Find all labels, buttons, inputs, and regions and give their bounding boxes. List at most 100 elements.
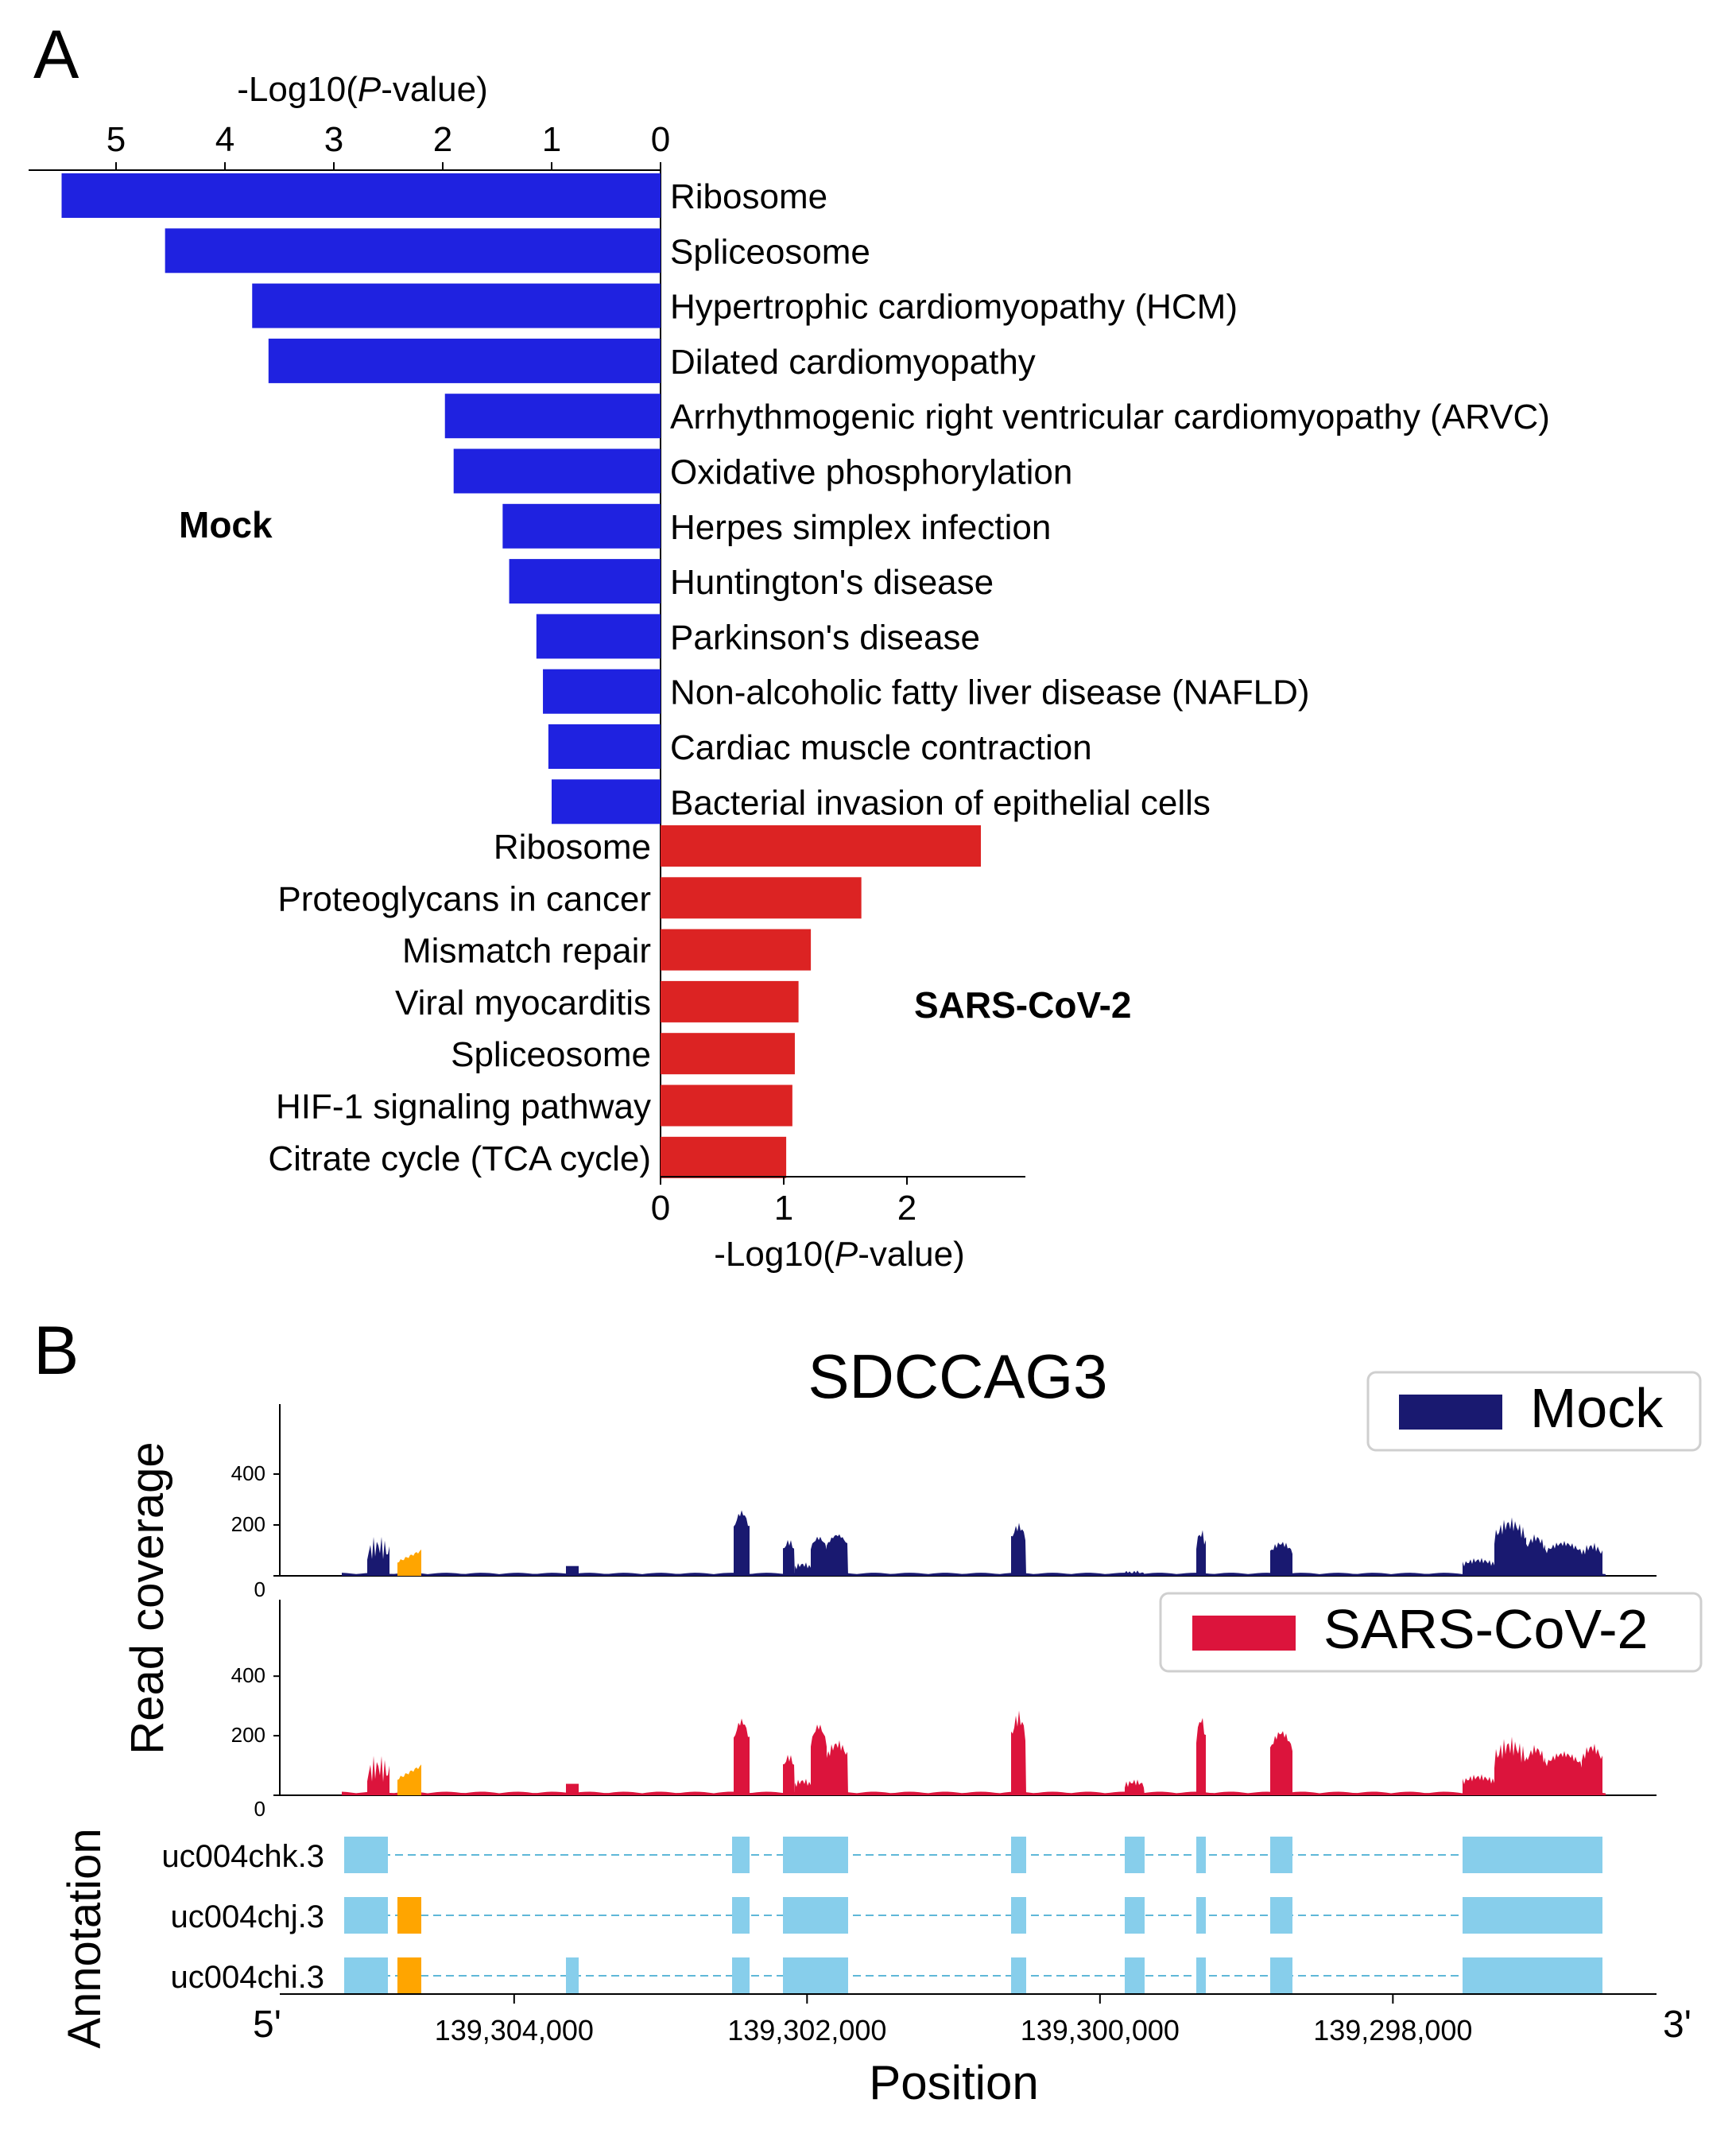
sars-coverage-track: 0 200 400 [231, 1600, 1657, 1821]
mock-category-label: Spliceosome [670, 232, 870, 271]
exon-block [344, 1957, 388, 1994]
coverage-peak [827, 1740, 848, 1795]
coverage-peak [1011, 1710, 1026, 1795]
coverage-peak [811, 1724, 827, 1795]
coverage-peak [1125, 1779, 1145, 1795]
coverage-tick-label: 200 [231, 1723, 265, 1747]
coverage-peak [1011, 1523, 1026, 1576]
exon-block [1125, 1897, 1145, 1934]
exon-block [1270, 1897, 1292, 1934]
bottom-axis-tick-label: 1 [774, 1189, 793, 1228]
sars-category-label: Spliceosome [451, 1035, 651, 1074]
coverage-peak [795, 1562, 811, 1576]
coverage-tick-label: 0 [254, 1797, 265, 1821]
bottom-axis-title: -Log10(P-value) [714, 1235, 965, 1274]
coverage-peak [827, 1534, 848, 1576]
coverage-peak [1270, 1731, 1292, 1795]
enrichment-chart: -Log10(P-value) 5 4 3 2 1 0 Ribosome Spliceoso… [29, 70, 1550, 1274]
exon-block [1545, 1957, 1602, 1994]
exon-block [1545, 1897, 1602, 1934]
sars-legend[interactable]: SARS-CoV-2 [1159, 1592, 1703, 1673]
exon-block [732, 1957, 750, 1994]
coverage-peak [1463, 1774, 1494, 1795]
coverage-peak [1494, 1517, 1526, 1576]
coverage-peak [566, 1565, 579, 1576]
mock-legend-label: Mock [1530, 1377, 1664, 1439]
mock-category-label: Oxidative phosphorylation [670, 453, 1072, 492]
coverage-tick-label: 400 [231, 1461, 265, 1485]
coverage-peak [1270, 1542, 1292, 1576]
mock-bar [509, 559, 661, 604]
coverage-peak [734, 1510, 750, 1576]
coverage-tick-label: 0 [254, 1577, 265, 1601]
exon-block [1463, 1897, 1545, 1934]
exon-block [783, 1957, 848, 1994]
exon-block [1196, 1897, 1206, 1934]
sars-bar [661, 929, 812, 971]
mock-bar [548, 724, 661, 769]
mock-group-label: Mock [179, 504, 273, 545]
three-prime-label: 3' [1663, 2004, 1691, 2046]
mock-category-label: Herpes simplex infection [670, 508, 1051, 547]
bottom-axis-tick-label: 2 [897, 1189, 916, 1228]
coverage-peak [795, 1779, 811, 1795]
exon-block [1125, 1837, 1145, 1873]
exon-block [1011, 1957, 1026, 1994]
coverage-peak [811, 1536, 827, 1576]
mock-category-label: Arrhythmogenic right ventricular cardiom… [670, 398, 1550, 436]
exon-block [783, 1897, 848, 1934]
mock-bar [502, 503, 661, 549]
exon-block [1270, 1837, 1292, 1873]
exon-block [732, 1837, 750, 1873]
sars-legend-swatch [1192, 1616, 1296, 1651]
position-tick-label: 139,298,000 [1313, 2014, 1472, 2047]
coverage-peak [1582, 1744, 1602, 1795]
mock-category-label: Non-alcoholic fatty liver disease (NAFLD… [670, 673, 1310, 712]
highlight-exon-block [397, 1957, 421, 1994]
sars-category-label: Proteoglycans in cancer [277, 879, 651, 918]
mock-bar [552, 779, 661, 824]
exon-block [1196, 1837, 1206, 1873]
coverage-peak [1545, 1541, 1582, 1576]
sars-bar [661, 1084, 792, 1127]
coverage-peak [566, 1783, 579, 1795]
exon-block [1270, 1957, 1292, 1994]
highlight-exon-coverage [397, 1549, 421, 1576]
top-axis-tick-label: 1 [542, 120, 561, 159]
mock-bar [165, 228, 661, 274]
coverage-peak [1526, 1744, 1545, 1795]
sars-bar [661, 980, 799, 1022]
exon-block [1011, 1897, 1026, 1934]
mock-bar [268, 338, 661, 383]
sars-category-label: Viral myocarditis [395, 984, 651, 1022]
mock-legend[interactable]: Mock [1366, 1371, 1702, 1452]
sars-group-label: SARS-CoV-2 [914, 984, 1131, 1026]
coverage-peak [1494, 1736, 1526, 1795]
sars-legend-label: SARS-CoV-2 [1323, 1598, 1648, 1660]
annotation-axis-title: Annotation [59, 1828, 110, 2048]
transcript-label: uc004chk.3 [161, 1839, 324, 1874]
mock-category-label: Dilated cardiomyopathy [670, 343, 1036, 382]
coverage-background [342, 1791, 1606, 1795]
sars-bar [661, 877, 862, 919]
coverage-peak [1463, 1558, 1494, 1576]
coverage-peak [367, 1756, 389, 1795]
exon-block [344, 1897, 388, 1934]
coverage-peak [1196, 1530, 1206, 1576]
coverage-tick-label: 400 [231, 1663, 265, 1687]
mock-category-label: Bacterial invasion of epithelial cells [670, 783, 1211, 822]
coverage-peak [1545, 1751, 1582, 1795]
coverage-tick-label: 200 [231, 1512, 265, 1536]
transcript-annotation: uc004chk.3 uc004chj.3 uc004chi.3 [161, 1837, 1602, 1995]
exon-block [1125, 1957, 1145, 1994]
five-prime-label: 5' [253, 2004, 281, 2046]
mock-legend-swatch [1399, 1395, 1502, 1430]
exon-block [732, 1897, 750, 1934]
top-axis-tick-label: 3 [324, 120, 343, 159]
sars-bar [661, 1136, 787, 1178]
coverage-chart: SDCCAG3 Read coverage Annotation 0 200 400… [59, 1341, 1703, 2109]
highlight-exon-coverage [397, 1764, 421, 1795]
mock-category-label: Cardiac muscle contraction [670, 728, 1092, 767]
coverage-peak [783, 1755, 795, 1795]
